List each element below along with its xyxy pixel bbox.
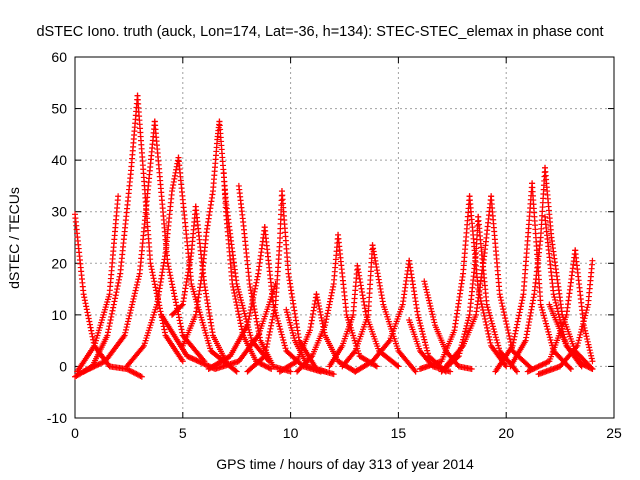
series-pass-29 — [352, 257, 413, 375]
x-tick-label: 20 — [498, 425, 514, 441]
series-pass-45 — [572, 247, 596, 365]
data-markers — [283, 306, 329, 375]
x-tick-label: 25 — [606, 425, 622, 441]
data-markers — [326, 262, 361, 370]
series-pass-07 — [123, 154, 182, 370]
y-tick-label: 60 — [51, 49, 67, 65]
series-pass-39 — [492, 180, 536, 375]
series-pass-09 — [169, 203, 199, 318]
data-markers — [339, 242, 376, 370]
x-tick-label: 15 — [391, 425, 407, 441]
y-tick-label: 30 — [51, 204, 67, 220]
data-markers — [507, 164, 549, 370]
data-markers — [535, 257, 596, 378]
series-pass-18 — [244, 188, 285, 375]
chart-title: dSTEC Iono. truth (auck, Lon=174, Lat=-3… — [36, 24, 603, 40]
data-markers — [294, 231, 342, 375]
y-tick-label: 0 — [59, 358, 67, 374]
data-markers — [546, 301, 596, 373]
series-pass-05 — [80, 118, 158, 375]
series-pass-32 — [421, 278, 475, 373]
series-pass-02 — [72, 92, 141, 380]
data-markers — [72, 92, 141, 380]
series-pass-21 — [276, 291, 320, 375]
data-markers — [74, 193, 122, 375]
data-markers — [442, 193, 495, 370]
x-tick-label: 10 — [283, 425, 299, 441]
x-axis-label: GPS time / hours of day 313 of year 2014 — [216, 456, 474, 472]
y-tick-label: -10 — [47, 410, 67, 426]
series-pass-25 — [326, 262, 361, 370]
series-pass-41 — [507, 164, 549, 370]
data-markers — [276, 291, 320, 375]
y-tick-label: 40 — [51, 152, 67, 168]
series-pass-37 — [442, 193, 495, 370]
data-markers — [492, 180, 536, 375]
data-series — [72, 92, 596, 380]
series-pass-03 — [74, 193, 122, 375]
series-pass-17 — [158, 280, 279, 373]
series-pass-33 — [416, 193, 473, 373]
data-markers — [220, 170, 275, 373]
data-markers — [123, 154, 182, 370]
series-pass-15 — [205, 224, 268, 373]
data-markers — [352, 257, 413, 375]
data-markers — [205, 224, 268, 373]
x-tick-label: 5 — [179, 425, 187, 441]
x-tick-label: 0 — [71, 425, 79, 441]
y-tick-label: 50 — [51, 101, 67, 117]
data-markers — [572, 247, 596, 365]
data-markers — [244, 188, 285, 375]
data-markers — [80, 118, 158, 375]
series-pass-46 — [535, 257, 596, 378]
data-markers — [421, 278, 475, 373]
data-markers — [169, 203, 199, 318]
data-markers — [416, 193, 473, 373]
y-axis-label: dSTEC / TECUs — [6, 187, 22, 289]
y-tick-label: 10 — [51, 307, 67, 323]
series-pass-20 — [283, 306, 329, 375]
series-pass-47 — [546, 301, 596, 373]
series-pass-23 — [294, 231, 342, 375]
y-tick-label: 20 — [51, 255, 67, 271]
series-pass-27 — [339, 242, 376, 370]
series-pass-13 — [220, 170, 275, 373]
data-markers — [158, 280, 279, 373]
